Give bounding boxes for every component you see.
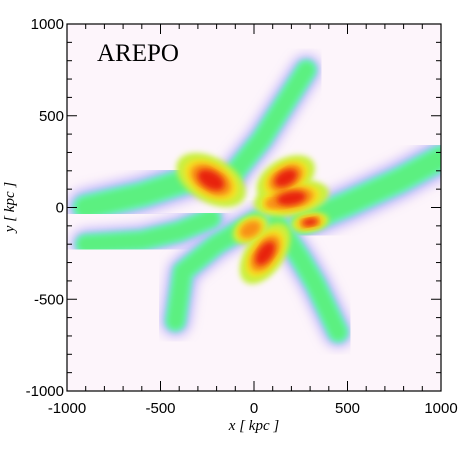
x-tick-label: 0 [250, 400, 258, 417]
clump-layer-2-5 [265, 199, 281, 209]
filament-layer-3-5 [292, 147, 441, 233]
clump-layer-3-0 [197, 169, 225, 191]
y-tick-label: 500 [39, 108, 64, 125]
x-tick-label: -1000 [48, 400, 86, 417]
filament-layer-3-3 [223, 61, 315, 185]
y-tick-label: 1000 [31, 16, 64, 33]
y-tick-labels: -1000 -500 0 500 1000 [26, 16, 64, 400]
x-tick-label: -500 [145, 400, 175, 417]
x-tick-label: 500 [335, 400, 360, 417]
y-tick-label: -1000 [26, 383, 64, 400]
x-axis-label: x [ kpc ] [228, 418, 280, 434]
density-map [67, 52, 441, 350]
axis-ticks [66, 23, 442, 392]
clump-layer-2-6 [239, 220, 261, 239]
clump-layer-3-4 [302, 218, 318, 226]
filament-layer-3-1 [77, 210, 220, 253]
y-tick-label: 0 [56, 200, 64, 217]
clump-layer-3-2 [276, 191, 306, 206]
clump-layer-3-1 [274, 169, 297, 187]
x-tick-label: 1000 [424, 400, 457, 417]
y-axis-label: y [ kpc ] [2, 182, 18, 235]
x-tick-labels: -1000 -500 0 500 1000 [48, 400, 458, 417]
y-tick-label: -500 [34, 291, 64, 308]
panel-label: AREPO [97, 40, 179, 67]
clump-layer-3-3 [255, 241, 275, 266]
